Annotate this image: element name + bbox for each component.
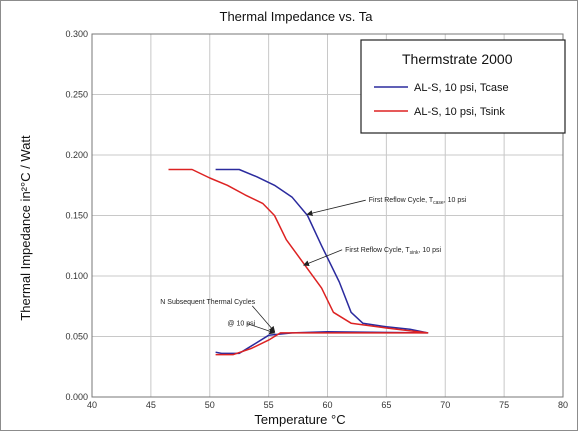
y-tick-label: 0.050 xyxy=(65,332,88,342)
x-tick-label: 55 xyxy=(264,400,274,410)
y-axis-label: Thermal Impedance in²°C / Watt xyxy=(18,135,33,321)
x-tick-label: 60 xyxy=(322,400,332,410)
x-axis-label: Temperature °C xyxy=(254,412,345,427)
annotation-arrow xyxy=(304,250,342,265)
annotation-arrow xyxy=(307,200,365,214)
x-tick-label: 65 xyxy=(381,400,391,410)
x-tick-label: 70 xyxy=(440,400,450,410)
annotation-label: First Reflow Cycle, Tsink, 10 psi xyxy=(345,247,441,256)
y-tick-label: 0.300 xyxy=(65,29,88,39)
y-tick-label: 0.200 xyxy=(65,150,88,160)
x-tick-label: 50 xyxy=(205,400,215,410)
y-tick-label: 0.100 xyxy=(65,271,88,281)
annotation-label: First Reflow Cycle, Tcase, 10 psi xyxy=(369,197,467,206)
annotations: First Reflow Cycle, Tcase, 10 psi First R… xyxy=(160,197,466,333)
y-tick-label: 0.000 xyxy=(65,392,88,402)
annotation-label: N Subsequent Thermal Cycles xyxy=(160,299,255,306)
x-tick-label: 75 xyxy=(499,400,509,410)
annotation-arrow xyxy=(252,306,274,332)
y-tick-label: 0.250 xyxy=(65,90,88,100)
legend-label-tcase: AL-S, 10 psi, Tcase xyxy=(414,82,509,94)
x-tick-label: 45 xyxy=(146,400,156,410)
legend: Thermstrate 2000 AL-S, 10 psi, Tcase AL-… xyxy=(361,40,565,133)
annotation-arrow xyxy=(247,324,274,333)
legend-title: Thermstrate 2000 xyxy=(402,51,513,67)
chart-title: Thermal Impedance vs. Ta xyxy=(220,9,374,24)
y-tick-label: 0.150 xyxy=(65,211,88,221)
x-tick-label: 80 xyxy=(558,400,568,410)
annotation-label: @ 10 psi xyxy=(227,321,255,328)
legend-label-tsink: AL-S, 10 psi, Tsink xyxy=(414,106,505,118)
x-tick-label: 40 xyxy=(87,400,97,410)
